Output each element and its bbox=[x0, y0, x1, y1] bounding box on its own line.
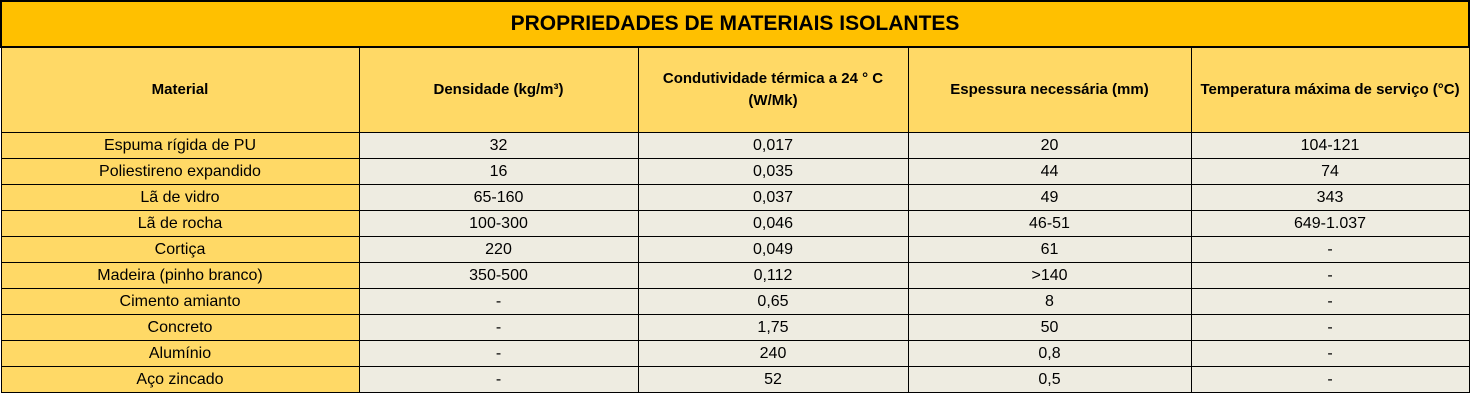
cell-density: 100-300 bbox=[358, 210, 639, 237]
materials-table-container: PROPRIEDADES DE MATERIAIS ISOLANTES Mate… bbox=[0, 0, 1471, 393]
cell-density: 65-160 bbox=[358, 184, 639, 211]
cell-density: 32 bbox=[358, 132, 639, 159]
cell-thermal-conductivity: 1,75 bbox=[637, 314, 909, 341]
header-thermal-conductivity: Condutividade térmica a 24 ° C (W/Mk) bbox=[637, 46, 909, 133]
cell-required-thickness: 50 bbox=[907, 314, 1192, 341]
header-required-thickness: Espessura necessária (mm) bbox=[907, 46, 1192, 133]
table-row: Cimento amianto -0,65 8- bbox=[0, 288, 1470, 315]
cell-required-thickness: 44 bbox=[907, 158, 1192, 185]
table-title-row: PROPRIEDADES DE MATERIAIS ISOLANTES bbox=[0, 0, 1471, 48]
cell-required-thickness: >140 bbox=[907, 262, 1192, 289]
cell-density: 220 bbox=[358, 236, 639, 263]
cell-material: Poliestireno expandido bbox=[0, 158, 360, 185]
header-material: Material bbox=[0, 46, 360, 133]
header-density: Densidade (kg/m³) bbox=[358, 46, 639, 133]
cell-thermal-conductivity: 52 bbox=[637, 366, 909, 393]
cell-max-service-temperature: - bbox=[1190, 340, 1470, 367]
cell-material: Cimento amianto bbox=[0, 288, 360, 315]
table-row: Lã de rocha 100-300 0,046 46-51 649-1.037 bbox=[0, 210, 1470, 237]
cell-material: Alumínio bbox=[0, 340, 360, 367]
cell-material: Lã de rocha bbox=[0, 210, 360, 237]
cell-required-thickness: 0,5 bbox=[907, 366, 1192, 393]
table-title: PROPRIEDADES DE MATERIAIS ISOLANTES bbox=[0, 0, 1471, 48]
insulating-materials-table: PROPRIEDADES DE MATERIAIS ISOLANTES Mate… bbox=[0, 0, 1471, 393]
cell-material: Espuma rígida de PU bbox=[0, 132, 360, 159]
header-max-service-temperature: Temperatura máxima de serviço (°C) bbox=[1190, 46, 1470, 133]
cell-density: - bbox=[358, 288, 639, 315]
cell-required-thickness: 61 bbox=[907, 236, 1192, 263]
cell-material: Madeira (pinho branco) bbox=[0, 262, 360, 289]
table-header-row: Material Densidade (kg/m³) Condutividade… bbox=[0, 46, 1470, 133]
cell-max-service-temperature: - bbox=[1190, 314, 1470, 341]
table-row: Lã de vidro 65-160 0,037 49 343 bbox=[0, 184, 1470, 211]
cell-density: - bbox=[358, 340, 639, 367]
cell-material: Aço zincado bbox=[0, 366, 360, 393]
cell-max-service-temperature: - bbox=[1190, 288, 1470, 315]
cell-material: Lã de vidro bbox=[0, 184, 360, 211]
cell-material: Cortiça bbox=[0, 236, 360, 263]
table-row: Aço zincado -52 0,5- bbox=[0, 366, 1470, 393]
table-row: Alumínio -240 0,8- bbox=[0, 340, 1470, 367]
cell-thermal-conductivity: 0,65 bbox=[637, 288, 909, 315]
cell-density: 16 bbox=[358, 158, 639, 185]
cell-max-service-temperature: - bbox=[1190, 236, 1470, 263]
cell-max-service-temperature: 104-121 bbox=[1190, 132, 1470, 159]
cell-max-service-temperature: - bbox=[1190, 262, 1470, 289]
cell-max-service-temperature: 74 bbox=[1190, 158, 1470, 185]
cell-max-service-temperature: 343 bbox=[1190, 184, 1470, 211]
cell-thermal-conductivity: 0,017 bbox=[637, 132, 909, 159]
cell-density: - bbox=[358, 366, 639, 393]
cell-required-thickness: 0,8 bbox=[907, 340, 1192, 367]
cell-thermal-conductivity: 0,046 bbox=[637, 210, 909, 237]
cell-density: - bbox=[358, 314, 639, 341]
cell-max-service-temperature: - bbox=[1190, 366, 1470, 393]
cell-required-thickness: 49 bbox=[907, 184, 1192, 211]
cell-material: Concreto bbox=[0, 314, 360, 341]
table-row: Espuma rígida de PU 32 0,017 20 104-121 bbox=[0, 132, 1470, 159]
cell-required-thickness: 20 bbox=[907, 132, 1192, 159]
cell-max-service-temperature: 649-1.037 bbox=[1190, 210, 1470, 237]
cell-required-thickness: 8 bbox=[907, 288, 1192, 315]
table-row: Poliestireno expandido 16 0,035 44 74 bbox=[0, 158, 1470, 185]
table-row: Madeira (pinho branco) 350-500 0,112 >140- bbox=[0, 262, 1470, 289]
cell-thermal-conductivity: 0,037 bbox=[637, 184, 909, 211]
cell-required-thickness: 46-51 bbox=[907, 210, 1192, 237]
cell-thermal-conductivity: 0,035 bbox=[637, 158, 909, 185]
table-row: Cortiça 220 0,049 61- bbox=[0, 236, 1470, 263]
cell-thermal-conductivity: 0,049 bbox=[637, 236, 909, 263]
cell-thermal-conductivity: 0,112 bbox=[637, 262, 909, 289]
cell-density: 350-500 bbox=[358, 262, 639, 289]
cell-thermal-conductivity: 240 bbox=[637, 340, 909, 367]
table-row: Concreto -1,75 50- bbox=[0, 314, 1470, 341]
